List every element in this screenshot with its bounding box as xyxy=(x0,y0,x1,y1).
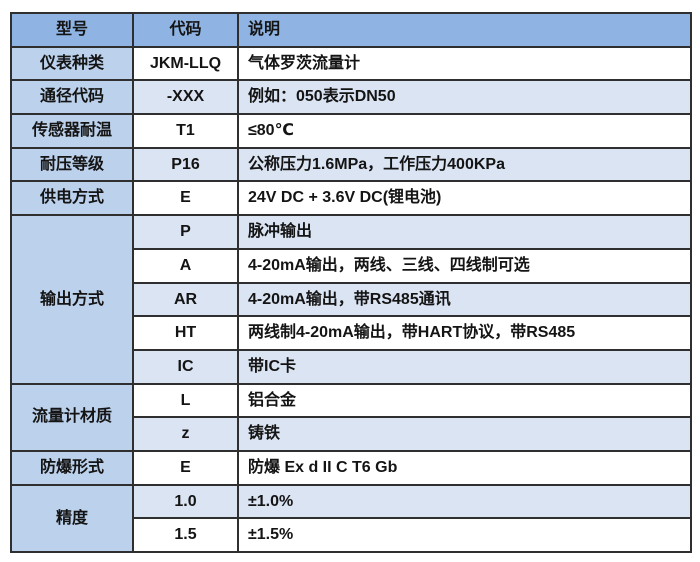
table-row: HT 两线制4-20mA输出，带HART协议，带RS485 xyxy=(11,315,692,351)
table-row: z 铸铁 xyxy=(11,416,692,452)
spec-table-container: 型号 代码 说明 仪表种类 JKM-LLQ 气体罗茨流量计 通径代码 -XXX 例如：05… xyxy=(10,12,692,554)
description-cell: 铸铁 xyxy=(237,416,692,452)
code-cell: z xyxy=(132,416,239,452)
code-cell: A xyxy=(132,248,239,284)
model-cell: 精度 xyxy=(10,483,134,554)
header-row: 型号 代码 说明 xyxy=(10,12,692,48)
code-cell: 1.0 xyxy=(132,483,239,520)
description-cell: 例如：050表示DN50 xyxy=(237,79,692,116)
description-cell: 脉冲输出 xyxy=(237,214,692,250)
description-cell: ±1.0% xyxy=(237,483,692,520)
description-cell: 24V DC + 3.6V DC(锂电池) xyxy=(237,180,692,217)
code-cell: 1.5 xyxy=(132,517,239,553)
code-cell: P xyxy=(132,214,239,250)
table-row: IC 带IC卡 xyxy=(11,349,692,385)
description-cell: 气体罗茨流量计 xyxy=(237,45,692,82)
column-header-code: 代码 xyxy=(132,12,239,48)
column-header-model: 型号 xyxy=(10,12,134,48)
table-row: 耐压等级 P16 公称压力1.6MPa，工作压力400KPa xyxy=(10,146,692,183)
code-cell: IC xyxy=(132,349,239,385)
description-cell: 铝合金 xyxy=(237,382,692,419)
code-cell: L xyxy=(132,382,239,419)
code-cell: AR xyxy=(132,282,239,318)
model-cell: 耐压等级 xyxy=(10,146,134,183)
code-cell: T1 xyxy=(132,113,239,149)
table-row: 传感器耐温 T1 ≤80℃ xyxy=(10,113,692,149)
spec-table: 型号 代码 说明 仪表种类 JKM-LLQ 气体罗茨流量计 通径代码 -XXX 例如：05… xyxy=(10,12,692,554)
table-row: 仪表种类 JKM-LLQ 气体罗茨流量计 xyxy=(10,45,692,82)
table-row: 通径代码 -XXX 例如：050表示DN50 xyxy=(10,79,692,116)
description-cell: ±1.5% xyxy=(237,517,692,553)
model-cell: 供电方式 xyxy=(10,180,134,217)
table-row: 输出方式 P 脉冲输出 xyxy=(10,214,692,385)
code-cell: P16 xyxy=(132,146,239,183)
description-cell: 公称压力1.6MPa，工作压力400KPa xyxy=(237,146,692,183)
table-row: AR 4-20mA输出，带RS485通讯 xyxy=(11,282,692,318)
spec-table-header: 型号 代码 说明 xyxy=(10,12,692,48)
model-cell: 通径代码 xyxy=(10,79,134,116)
table-row: 精度 1.0 ±1.0% xyxy=(10,483,692,554)
code-cell: HT xyxy=(132,315,239,351)
model-cell: 仪表种类 xyxy=(10,45,134,82)
table-row: 1.5 ±1.5% xyxy=(11,517,692,553)
model-cell: 输出方式 xyxy=(10,214,134,385)
description-cell: 防爆 Ex d II C T6 Gb xyxy=(237,449,692,486)
code-cell: -XXX xyxy=(132,79,239,116)
description-cell: 4-20mA输出，两线、三线、四线制可选 xyxy=(237,248,692,284)
description-cell: 带IC卡 xyxy=(237,349,692,385)
description-cell: 两线制4-20mA输出，带HART协议，带RS485 xyxy=(237,315,692,351)
code-cell: JKM-LLQ xyxy=(132,45,239,82)
column-header-description: 说明 xyxy=(237,12,692,48)
description-cell: ≤80℃ xyxy=(237,113,692,149)
table-row: 流量计材质 L 铝合金 xyxy=(10,382,692,452)
model-cell: 传感器耐温 xyxy=(10,113,134,149)
description-cell: 4-20mA输出，带RS485通讯 xyxy=(237,282,692,318)
spec-table-body: 仪表种类 JKM-LLQ 气体罗茨流量计 通径代码 -XXX 例如：050表示DN50 传感… xyxy=(10,45,692,554)
model-cell: 流量计材质 xyxy=(10,382,134,452)
code-cell: E xyxy=(132,449,239,486)
table-row: A 4-20mA输出，两线、三线、四线制可选 xyxy=(11,248,692,284)
code-cell: E xyxy=(132,180,239,217)
table-row: 供电方式 E 24V DC + 3.6V DC(锂电池) xyxy=(10,180,692,217)
model-cell: 防爆形式 xyxy=(10,449,134,486)
table-row: 防爆形式 E 防爆 Ex d II C T6 Gb xyxy=(10,449,692,486)
